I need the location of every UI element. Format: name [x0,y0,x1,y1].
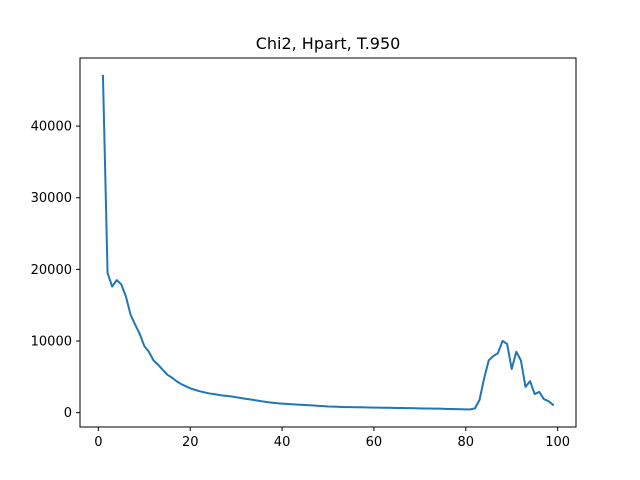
y-tick-label: 20000 [31,263,72,278]
series-line [101,74,555,411]
y-tick-label: 0 [64,406,72,421]
axis-ticks: 0 20 40 60 80 100 0 10000 20000 30000 40000 [31,120,570,450]
x-tick-label: 60 [366,435,383,450]
plot-frame [79,57,577,428]
y-tick-label: 30000 [31,191,72,206]
x-tick-label: 20 [182,435,199,450]
chart-title: Chi2, Hpart, T.950 [256,34,401,53]
x-tick-label: 80 [458,435,475,450]
x-tick-label: 100 [545,435,570,450]
y-tick-label: 10000 [31,335,72,350]
x-tick-label: 40 [274,435,291,450]
x-tick-label: 0 [94,435,102,450]
y-tick-label: 40000 [31,120,72,135]
